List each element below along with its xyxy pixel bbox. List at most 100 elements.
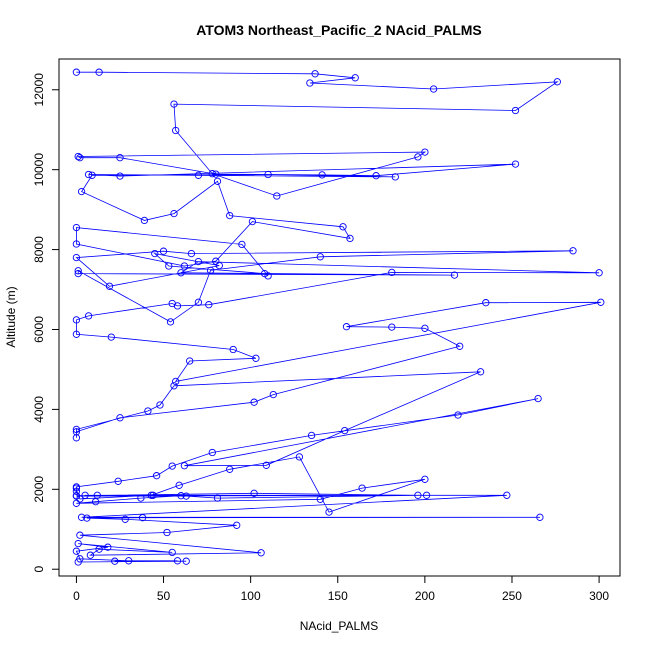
data-point: [421, 148, 429, 156]
y-tick-label: 2000: [32, 476, 46, 503]
data-point: [454, 411, 462, 419]
data-point: [72, 330, 81, 338]
data-point: [456, 342, 464, 350]
data-point: [215, 261, 223, 270]
data-point: [168, 462, 176, 470]
data-point: [212, 170, 220, 178]
data-point: [597, 298, 605, 306]
series-layer: [72, 68, 605, 566]
data-point: [553, 78, 561, 86]
data-point: [476, 368, 485, 376]
data-point: [177, 269, 185, 277]
data-point: [72, 434, 81, 442]
y-tick-label: 8000: [32, 236, 46, 263]
data-point: [391, 173, 399, 181]
data-point: [175, 481, 183, 489]
data-point: [95, 68, 103, 76]
data-point: [173, 557, 182, 565]
data-point: [358, 484, 366, 492]
data-point: [450, 271, 459, 279]
data-point: [116, 414, 124, 422]
data-point: [76, 531, 84, 539]
data-point: [180, 262, 189, 270]
data-point: [104, 543, 112, 551]
data-point: [182, 557, 190, 565]
data-point: [76, 154, 84, 162]
data-point: [346, 234, 354, 243]
data-point: [93, 491, 101, 499]
data-point: [121, 515, 129, 523]
x-tick-label: 150: [328, 589, 348, 603]
data-point: [482, 299, 490, 307]
data-point: [168, 299, 176, 308]
data-point: [138, 514, 147, 522]
x-axis-label: NAcid_PALMS: [300, 619, 378, 633]
y-tick-label: 10000: [32, 153, 46, 187]
data-point: [595, 269, 603, 277]
data-point: [111, 557, 119, 565]
data-point: [351, 74, 359, 82]
data-point: [151, 249, 159, 258]
x-tick-label: 300: [589, 589, 609, 603]
data-point: [429, 85, 438, 93]
y-tick-label: 12000: [32, 73, 46, 107]
data-point: [273, 192, 281, 200]
y-tick-label: 6000: [32, 316, 46, 343]
data-point: [137, 494, 145, 502]
data-point: [226, 211, 234, 220]
data-point: [194, 298, 203, 306]
data-point: [306, 79, 314, 87]
data-point: [159, 247, 168, 255]
data-point: [260, 269, 269, 278]
y-axis: 0 2000 4000 6000 8000 10000 12000: [32, 73, 60, 573]
x-tick-label: 100: [241, 589, 261, 603]
data-point: [172, 126, 180, 135]
data-point: [186, 357, 194, 365]
data-point: [177, 492, 185, 500]
data-point: [170, 382, 178, 390]
data-point: [114, 477, 122, 485]
data-point: [152, 472, 161, 480]
data-point: [163, 528, 171, 537]
data-point: [180, 462, 189, 470]
data-point: [213, 494, 222, 502]
data-point: [536, 513, 544, 521]
data-point: [86, 551, 95, 559]
data-point: [318, 171, 326, 179]
data-point: [250, 398, 258, 406]
data-point: [72, 68, 81, 76]
data-point: [311, 70, 319, 78]
data-point: [72, 240, 81, 248]
data-point: [95, 545, 103, 553]
data-point: [212, 257, 220, 265]
data-point: [125, 557, 133, 565]
x-tick-label: 200: [415, 589, 435, 603]
data-point: [208, 448, 216, 457]
data-point: [342, 323, 351, 331]
data-point: [194, 257, 203, 266]
data-point: [149, 491, 157, 499]
data-point: [147, 491, 155, 499]
data-point: [182, 492, 190, 500]
data-point: [156, 401, 164, 409]
data-point: [105, 282, 114, 290]
data-point: [72, 499, 81, 507]
data-point: [206, 266, 215, 275]
data-point: [511, 160, 520, 168]
data-point: [307, 431, 316, 440]
data-point: [325, 508, 333, 516]
data-point: [226, 465, 234, 473]
data-point: [77, 187, 86, 196]
x-tick-label: 250: [502, 589, 522, 603]
x-tick-label: 0: [73, 589, 80, 603]
data-point: [250, 489, 258, 497]
data-point: [262, 461, 270, 469]
data-point: [339, 223, 347, 231]
data-point: [74, 267, 82, 275]
data-point: [74, 152, 82, 161]
data-point: [170, 100, 178, 108]
data-point: [166, 318, 175, 326]
data-point: [534, 394, 542, 403]
